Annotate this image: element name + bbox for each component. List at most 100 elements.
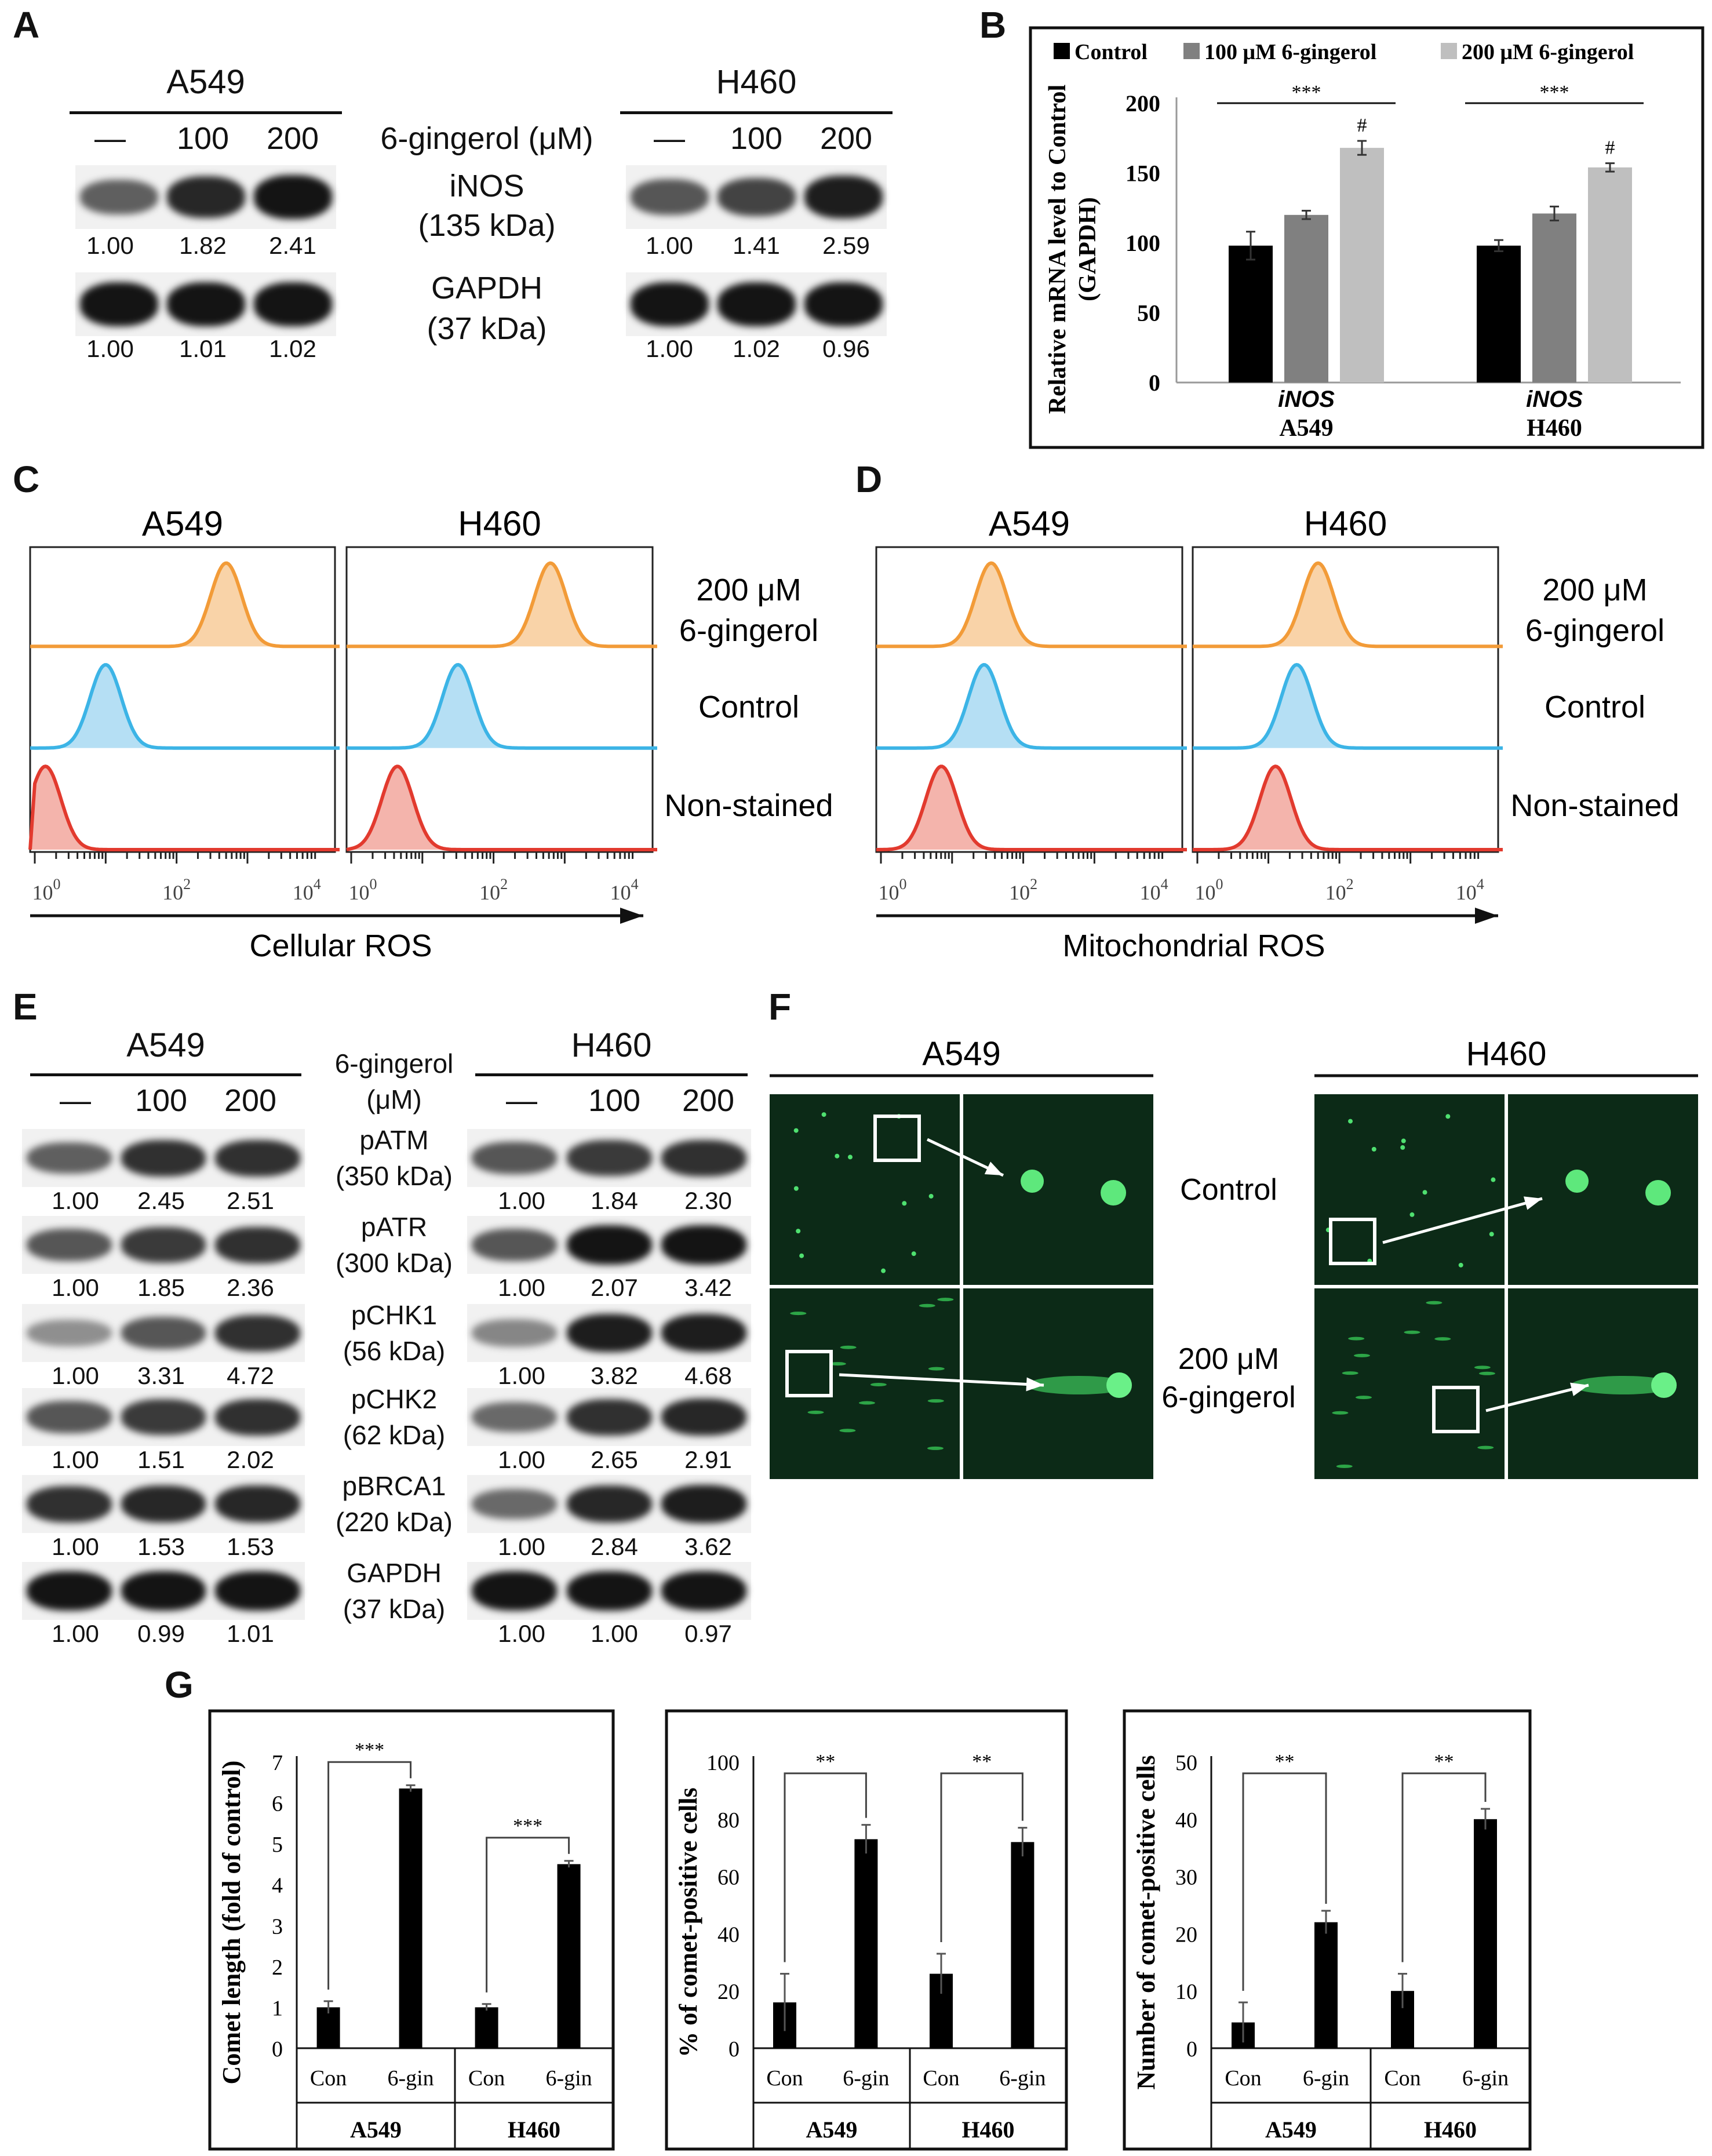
- blot-band: [253, 282, 332, 326]
- nucleus-small: [835, 1153, 840, 1159]
- protein-blot: [467, 1388, 751, 1446]
- histogram-curve: [876, 561, 1188, 649]
- condition-label: Control: [1180, 1173, 1277, 1207]
- blot-band: [566, 1140, 652, 1176]
- gapdh-ratio: 0.96: [822, 335, 870, 362]
- blot-band: [661, 1139, 746, 1177]
- nucleus-small: [1491, 1177, 1496, 1182]
- y-tick-label: 40: [1175, 1808, 1197, 1833]
- blot-band: [27, 1401, 112, 1433]
- x-tick-base: 10: [293, 881, 314, 904]
- gapdh-ratio: 1.01: [179, 335, 227, 362]
- selection-box: [873, 1115, 921, 1162]
- blot-band: [566, 1399, 652, 1436]
- protein-name: pCHK2: [351, 1384, 438, 1414]
- blot-band: [121, 1317, 206, 1349]
- x-tick-label: Con: [1384, 2066, 1420, 2091]
- x-tick-base: 10: [162, 881, 183, 904]
- comet-tail-small: [927, 1446, 944, 1450]
- histogram-fill: [1193, 563, 1503, 647]
- hash-annotation: #: [1605, 137, 1615, 159]
- blot-band: [472, 1488, 558, 1520]
- nucleus-zoom: [1645, 1180, 1671, 1206]
- blot-band: [661, 1571, 746, 1611]
- gapdh-ratio: 1.00: [646, 335, 693, 362]
- x-tick-base: 10: [479, 881, 500, 904]
- blot-band: [566, 1485, 652, 1523]
- protein-kda: (37 kDa): [343, 1594, 446, 1624]
- band-ratio: 1.00: [498, 1446, 545, 1473]
- comet-tail-small: [858, 1401, 875, 1405]
- blot-band: [215, 1314, 300, 1352]
- band-ratio: 1.00: [52, 1274, 99, 1301]
- series-label: Control: [698, 690, 799, 724]
- protein-blot: [467, 1562, 751, 1620]
- blot-band: [472, 1319, 558, 1347]
- blot-band: [661, 1398, 746, 1436]
- band-ratio: 2.45: [137, 1187, 185, 1214]
- protein-blot: [467, 1304, 751, 1362]
- histogram-fill: [347, 563, 657, 647]
- x-tick-label: 100: [32, 876, 61, 904]
- histogram-curve: [30, 561, 340, 649]
- band-ratio: 3.42: [684, 1274, 732, 1301]
- band-ratio: 2.36: [227, 1274, 274, 1301]
- y-tick-label: 40: [717, 1922, 740, 1947]
- blot-band: [79, 180, 158, 214]
- y-tick-label: 100: [706, 1751, 740, 1775]
- inos-ratio: 2.41: [269, 232, 316, 259]
- x-tick-base: 10: [32, 881, 53, 904]
- arrow-head: [1523, 1196, 1543, 1210]
- protein-kda: (300 kDa): [336, 1248, 453, 1278]
- bar: [1588, 167, 1632, 383]
- series-label: 200 μM: [696, 573, 801, 607]
- treatment-label: (μM): [366, 1084, 422, 1115]
- protein-name: GAPDH: [431, 271, 543, 305]
- x-tick-label: 6-gin: [1462, 2066, 1509, 2091]
- x-tick-base: 10: [1195, 881, 1216, 904]
- blot-band: [804, 176, 883, 218]
- legend-label: 200 μM 6-gingerol: [1462, 40, 1634, 64]
- y-axis-label-line: (GAPDH): [1074, 197, 1101, 301]
- nucleus-zoom: [1101, 1180, 1127, 1206]
- bar: [1232, 2022, 1255, 2048]
- band-ratio: 2.07: [591, 1274, 638, 1301]
- band-ratio: 1.00: [498, 1362, 545, 1389]
- histogram-title: A549: [989, 504, 1070, 543]
- legend-swatch: [1183, 43, 1200, 59]
- blot-band: [630, 179, 709, 215]
- band-ratio: 1.00: [52, 1187, 99, 1214]
- inos-ratio: 1.00: [86, 232, 134, 259]
- panel-letter-e: E: [13, 986, 38, 1028]
- blot-band: [121, 1227, 206, 1263]
- x-tick-label: 102: [1325, 876, 1354, 904]
- comet-tail-small: [1478, 1371, 1495, 1375]
- y-tick-label: 60: [717, 1866, 740, 1890]
- x-tick-exponent: 0: [370, 876, 377, 893]
- protein-blot: [22, 1388, 305, 1446]
- cell-line-label: H460: [1466, 1035, 1547, 1073]
- blot-band: [661, 1484, 746, 1524]
- comet-image: [770, 1094, 1153, 1479]
- series-label: Non-stained: [1510, 788, 1679, 823]
- x-tick-label: 104: [1456, 876, 1484, 904]
- blot-band: [215, 1399, 300, 1436]
- blot-band: [566, 1313, 652, 1353]
- nucleus-small: [1422, 1190, 1427, 1195]
- y-tick-label: 150: [1125, 161, 1160, 187]
- band-ratio: 1.85: [137, 1274, 185, 1301]
- protein-name: pBRCA1: [342, 1471, 446, 1501]
- x-tick-label: 100: [879, 876, 907, 904]
- blot-band: [27, 1229, 112, 1261]
- x-tick-label: Con: [310, 2066, 347, 2091]
- band-ratio: 3.31: [137, 1362, 185, 1389]
- protein-blot: [467, 1216, 751, 1274]
- histogram-curve: [28, 764, 340, 851]
- comet-tail-small: [937, 1298, 954, 1302]
- y-tick-label: 6: [272, 1792, 283, 1816]
- y-tick-label: 80: [717, 1808, 740, 1833]
- nucleus-small: [1348, 1119, 1353, 1124]
- comet-tail-small: [1332, 1411, 1349, 1415]
- x-tick-base: 10: [1325, 881, 1346, 904]
- blot-band: [566, 1225, 652, 1265]
